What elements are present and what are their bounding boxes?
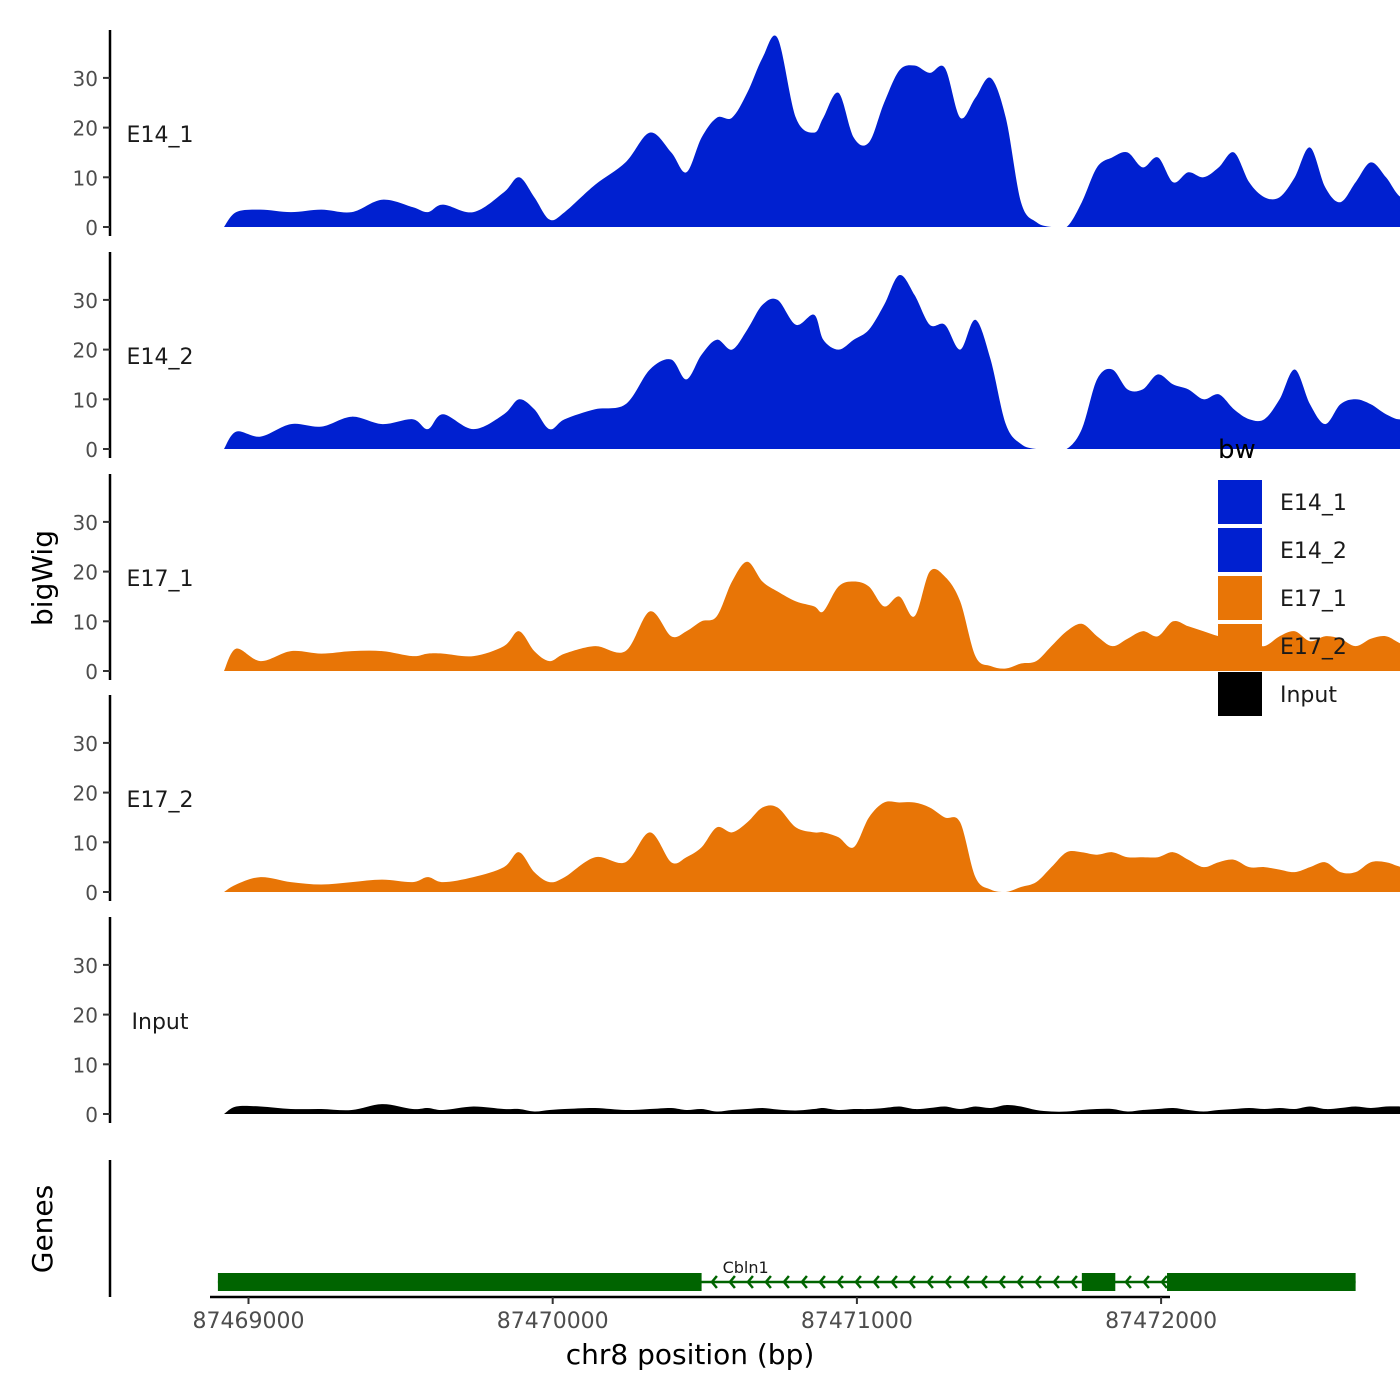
strand-arrow xyxy=(980,1275,988,1289)
strand-arrow xyxy=(710,1275,718,1289)
strand-arrow xyxy=(872,1275,880,1289)
strand-arrow xyxy=(782,1275,790,1289)
y-tick-label: 20 xyxy=(73,117,98,141)
legend-label: Input xyxy=(1280,683,1337,708)
track-e17-1: 0 10 20 30 E17_1 xyxy=(73,474,1400,684)
strand-arrow xyxy=(1142,1275,1150,1289)
track-e17-2: 0 10 20 30 E17_2 xyxy=(73,695,1400,905)
y-tick-label: 10 xyxy=(73,831,98,855)
y-tick-label: 10 xyxy=(73,166,98,190)
coverage-area-e17-1 xyxy=(224,561,1400,671)
strand-arrow xyxy=(926,1275,934,1289)
strand-arrow xyxy=(728,1275,736,1289)
y-tick-label: 0 xyxy=(85,1103,98,1127)
legend: bw E14_1 E14_2 E17_1 E17_2 Input xyxy=(1218,435,1347,716)
strand-arrow xyxy=(1160,1275,1168,1289)
y-tick-label: 20 xyxy=(73,1004,98,1028)
y-tick-label: 0 xyxy=(85,216,98,240)
track-label: E17_2 xyxy=(127,788,194,813)
track-input: 0 10 20 30 Input xyxy=(73,917,1400,1127)
legend-swatch xyxy=(1218,480,1262,524)
gene-track: Genes Gm2694Cbln1 xyxy=(26,1160,1356,1297)
y-tick-label: 20 xyxy=(73,339,98,363)
y-axis-title: bigWig xyxy=(26,530,59,626)
strand-arrow xyxy=(854,1275,862,1289)
y-tick-label: 20 xyxy=(73,561,98,585)
gene-cbln1: Cbln1 xyxy=(217,1258,1356,1291)
legend-swatch xyxy=(1218,576,1262,620)
y-tick-label: 20 xyxy=(73,782,98,806)
strand-arrow xyxy=(890,1275,898,1289)
track-label: Input xyxy=(132,1010,189,1035)
gene-exon xyxy=(217,1273,702,1291)
legend-swatch xyxy=(1218,624,1262,668)
x-tick-label: 87472000 xyxy=(1105,1309,1217,1334)
x-axis: chr8 position (bp) 87469000 87470000 87471… xyxy=(193,1295,1217,1371)
y-tick-label: 0 xyxy=(85,660,98,684)
y-tick-label: 10 xyxy=(73,388,98,412)
strand-arrow xyxy=(764,1275,772,1289)
y-tick-label: 30 xyxy=(73,289,98,313)
coverage-area-e14-2 xyxy=(224,275,1400,449)
track-label: E14_2 xyxy=(127,345,194,370)
strand-arrow xyxy=(962,1275,970,1289)
x-tick-label: 87471000 xyxy=(801,1309,913,1334)
y-tick-label: 10 xyxy=(73,1053,98,1077)
y-tick-label: 10 xyxy=(73,610,98,634)
track-label: E14_1 xyxy=(127,123,194,148)
strand-arrow xyxy=(1016,1275,1024,1289)
strand-arrow xyxy=(818,1275,826,1289)
y-tick-label: 30 xyxy=(73,954,98,978)
strand-arrow xyxy=(944,1275,952,1289)
track-e14-2: 0 10 20 30 E14_2 xyxy=(73,252,1400,462)
y-axis-title-group: bigWig xyxy=(26,530,59,626)
x-tick-label: 87469000 xyxy=(193,1309,305,1334)
legend-swatch xyxy=(1218,528,1262,572)
legend-label: E17_2 xyxy=(1280,635,1347,660)
track-panels: 0 10 20 30 E14_1 0 10 20 30 E14_2 0 10 20 30 E17_1 0 10 2… xyxy=(73,30,1400,1127)
track-label: E17_1 xyxy=(127,567,194,592)
y-tick-label: 30 xyxy=(73,67,98,91)
gene-exon xyxy=(1081,1273,1116,1291)
legend-label: E14_2 xyxy=(1280,539,1347,564)
legend-label: E17_1 xyxy=(1280,587,1347,612)
gene-exon xyxy=(1167,1273,1356,1291)
y-tick-label: 30 xyxy=(73,732,98,756)
y-tick-label: 30 xyxy=(73,511,98,535)
x-axis-title: chr8 position (bp) xyxy=(566,1338,815,1371)
genes-axis-title: Genes xyxy=(26,1185,59,1273)
strand-arrow xyxy=(998,1275,1006,1289)
strand-arrow xyxy=(1070,1275,1078,1289)
strand-arrow xyxy=(800,1275,808,1289)
y-tick-label: 0 xyxy=(85,438,98,462)
track-e14-1: 0 10 20 30 E14_1 xyxy=(73,30,1400,240)
strand-arrow xyxy=(1124,1275,1132,1289)
coverage-area-input xyxy=(224,1104,1400,1114)
y-tick-label: 0 xyxy=(85,881,98,905)
strand-arrow xyxy=(1052,1275,1060,1289)
coverage-area-e17-2 xyxy=(224,801,1400,892)
x-tick-label: 87470000 xyxy=(497,1309,609,1334)
coverage-area-e14-1 xyxy=(224,35,1400,227)
legend-title: bw xyxy=(1218,435,1256,465)
strand-arrow xyxy=(908,1275,916,1289)
gene-label: Cbln1 xyxy=(723,1258,769,1277)
strand-arrow xyxy=(1034,1275,1042,1289)
strand-arrow xyxy=(836,1275,844,1289)
legend-swatch xyxy=(1218,672,1262,716)
legend-label: E14_1 xyxy=(1280,491,1347,516)
strand-arrow xyxy=(746,1275,754,1289)
